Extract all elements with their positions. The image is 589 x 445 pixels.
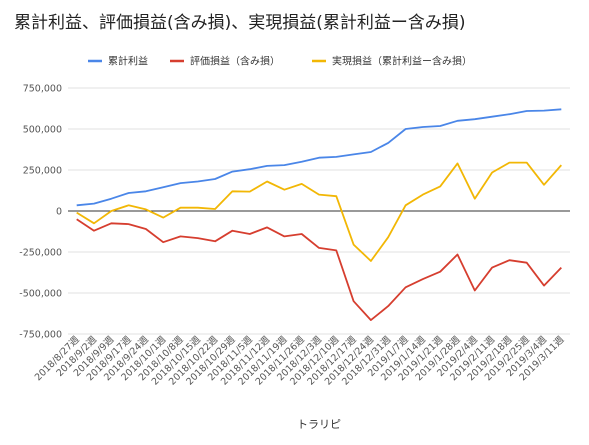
series-lines bbox=[76, 108, 562, 322]
legend: 累計利益 評価損益（含み損） 実現損益（累計利益ー含み損） bbox=[88, 55, 472, 68]
x-axis-ticks: 2018/8/27週2018/9/2週2018/9/9週2018/9/17週20… bbox=[32, 333, 567, 387]
x-axis-label: トラリピ bbox=[297, 418, 341, 431]
chart-title: 累計利益、評価損益(含み損)、実現損益(累計利益ー含み損) bbox=[14, 13, 466, 33]
y-tick-label: 750,000 bbox=[23, 84, 62, 95]
series-line-2 bbox=[76, 218, 562, 322]
y-tick-label: 500,000 bbox=[23, 125, 62, 136]
legend-label: 評価損益（含み損） bbox=[190, 55, 280, 68]
series-line-1 bbox=[76, 108, 562, 207]
y-tick-label: -500,000 bbox=[19, 289, 62, 300]
y-tick-label: -750,000 bbox=[19, 330, 62, 341]
y-tick-label: 250,000 bbox=[23, 166, 62, 177]
legend-label: 実現損益（累計利益ー含み損） bbox=[332, 55, 472, 68]
legend-label: 累計利益 bbox=[108, 55, 148, 68]
grid-lines bbox=[68, 87, 570, 335]
series-line-3 bbox=[76, 161, 562, 262]
y-axis-ticks: 750,000 500,000 250,000 0 -250,000 -500,000 -7… bbox=[19, 84, 62, 341]
y-tick-label: 0 bbox=[56, 207, 62, 218]
y-tick-label: -250,000 bbox=[19, 248, 62, 259]
